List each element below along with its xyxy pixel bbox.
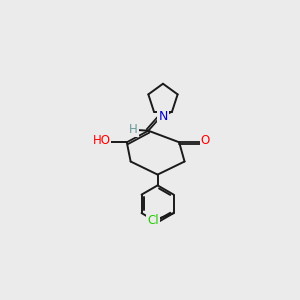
- Text: Cl: Cl: [147, 214, 159, 226]
- Text: HO: HO: [92, 134, 110, 147]
- Text: O: O: [201, 134, 210, 147]
- Text: N: N: [158, 110, 168, 123]
- Text: H: H: [129, 123, 138, 136]
